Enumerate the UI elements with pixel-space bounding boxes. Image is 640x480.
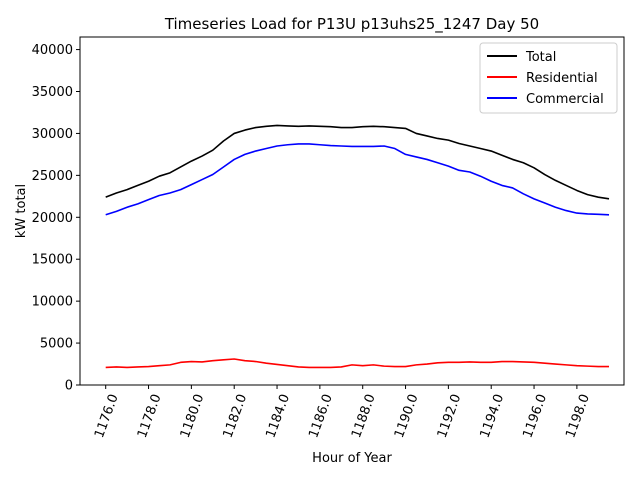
plot-frame (79, 36, 625, 386)
y-tick-label: 0 (65, 379, 73, 394)
y-tick-label: 15000 (32, 253, 73, 268)
y-tick-label: 35000 (32, 85, 73, 100)
legend-box (479, 42, 618, 114)
legend-label-residential: Residential (526, 71, 598, 86)
legend-label-total: Total (525, 50, 556, 65)
y-axis-ticks: 0 5000 10000 15000 20000 25000 30000 35000 40000 (32, 43, 80, 394)
chart-title: Timeseries Load for P13U p13uhs25_1247 D… (164, 15, 539, 34)
series-line-commercial (105, 143, 610, 216)
y-tick-label: 30000 (32, 127, 73, 142)
y-tick-label: 20000 (32, 211, 73, 226)
legend: Total Residential Commercial (479, 42, 618, 114)
series-line-total (105, 124, 610, 200)
series-layer (105, 124, 610, 369)
y-tick-label: 40000 (32, 43, 73, 58)
y-tick-label: 5000 (40, 337, 73, 352)
series-line-residential (105, 358, 610, 369)
y-tick-label: 25000 (32, 169, 73, 184)
legend-label-commercial: Commercial (526, 92, 604, 107)
y-tick-label: 10000 (32, 295, 73, 310)
y-axis-label: kW total (14, 184, 29, 238)
x-axis-label: Hour of Year (312, 451, 392, 466)
